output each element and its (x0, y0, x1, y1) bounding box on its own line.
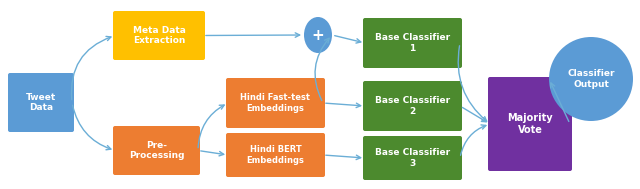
FancyBboxPatch shape (113, 126, 200, 175)
Ellipse shape (549, 37, 633, 121)
Text: Base Classifier
3: Base Classifier 3 (375, 148, 450, 168)
FancyBboxPatch shape (226, 133, 325, 177)
FancyBboxPatch shape (363, 136, 462, 180)
FancyBboxPatch shape (363, 81, 462, 131)
Text: Tweet
Data: Tweet Data (26, 93, 56, 112)
FancyBboxPatch shape (363, 18, 462, 68)
Text: Hindi Fast-test
Embeddings: Hindi Fast-test Embeddings (241, 93, 310, 113)
Text: +: + (312, 28, 324, 43)
Text: Base Classifier
1: Base Classifier 1 (375, 33, 450, 53)
Text: Hindi BERT
Embeddings: Hindi BERT Embeddings (246, 145, 305, 165)
Text: Classifier
Output: Classifier Output (567, 69, 615, 89)
Text: Pre-
Processing: Pre- Processing (129, 141, 184, 160)
FancyBboxPatch shape (226, 78, 325, 128)
FancyBboxPatch shape (488, 77, 572, 171)
Text: Meta Data
Extraction: Meta Data Extraction (132, 26, 186, 45)
Text: Base Classifier
2: Base Classifier 2 (375, 96, 450, 116)
FancyBboxPatch shape (8, 73, 74, 132)
FancyBboxPatch shape (113, 11, 205, 60)
Text: Majority
Vote: Majority Vote (507, 113, 553, 135)
Ellipse shape (304, 17, 332, 53)
